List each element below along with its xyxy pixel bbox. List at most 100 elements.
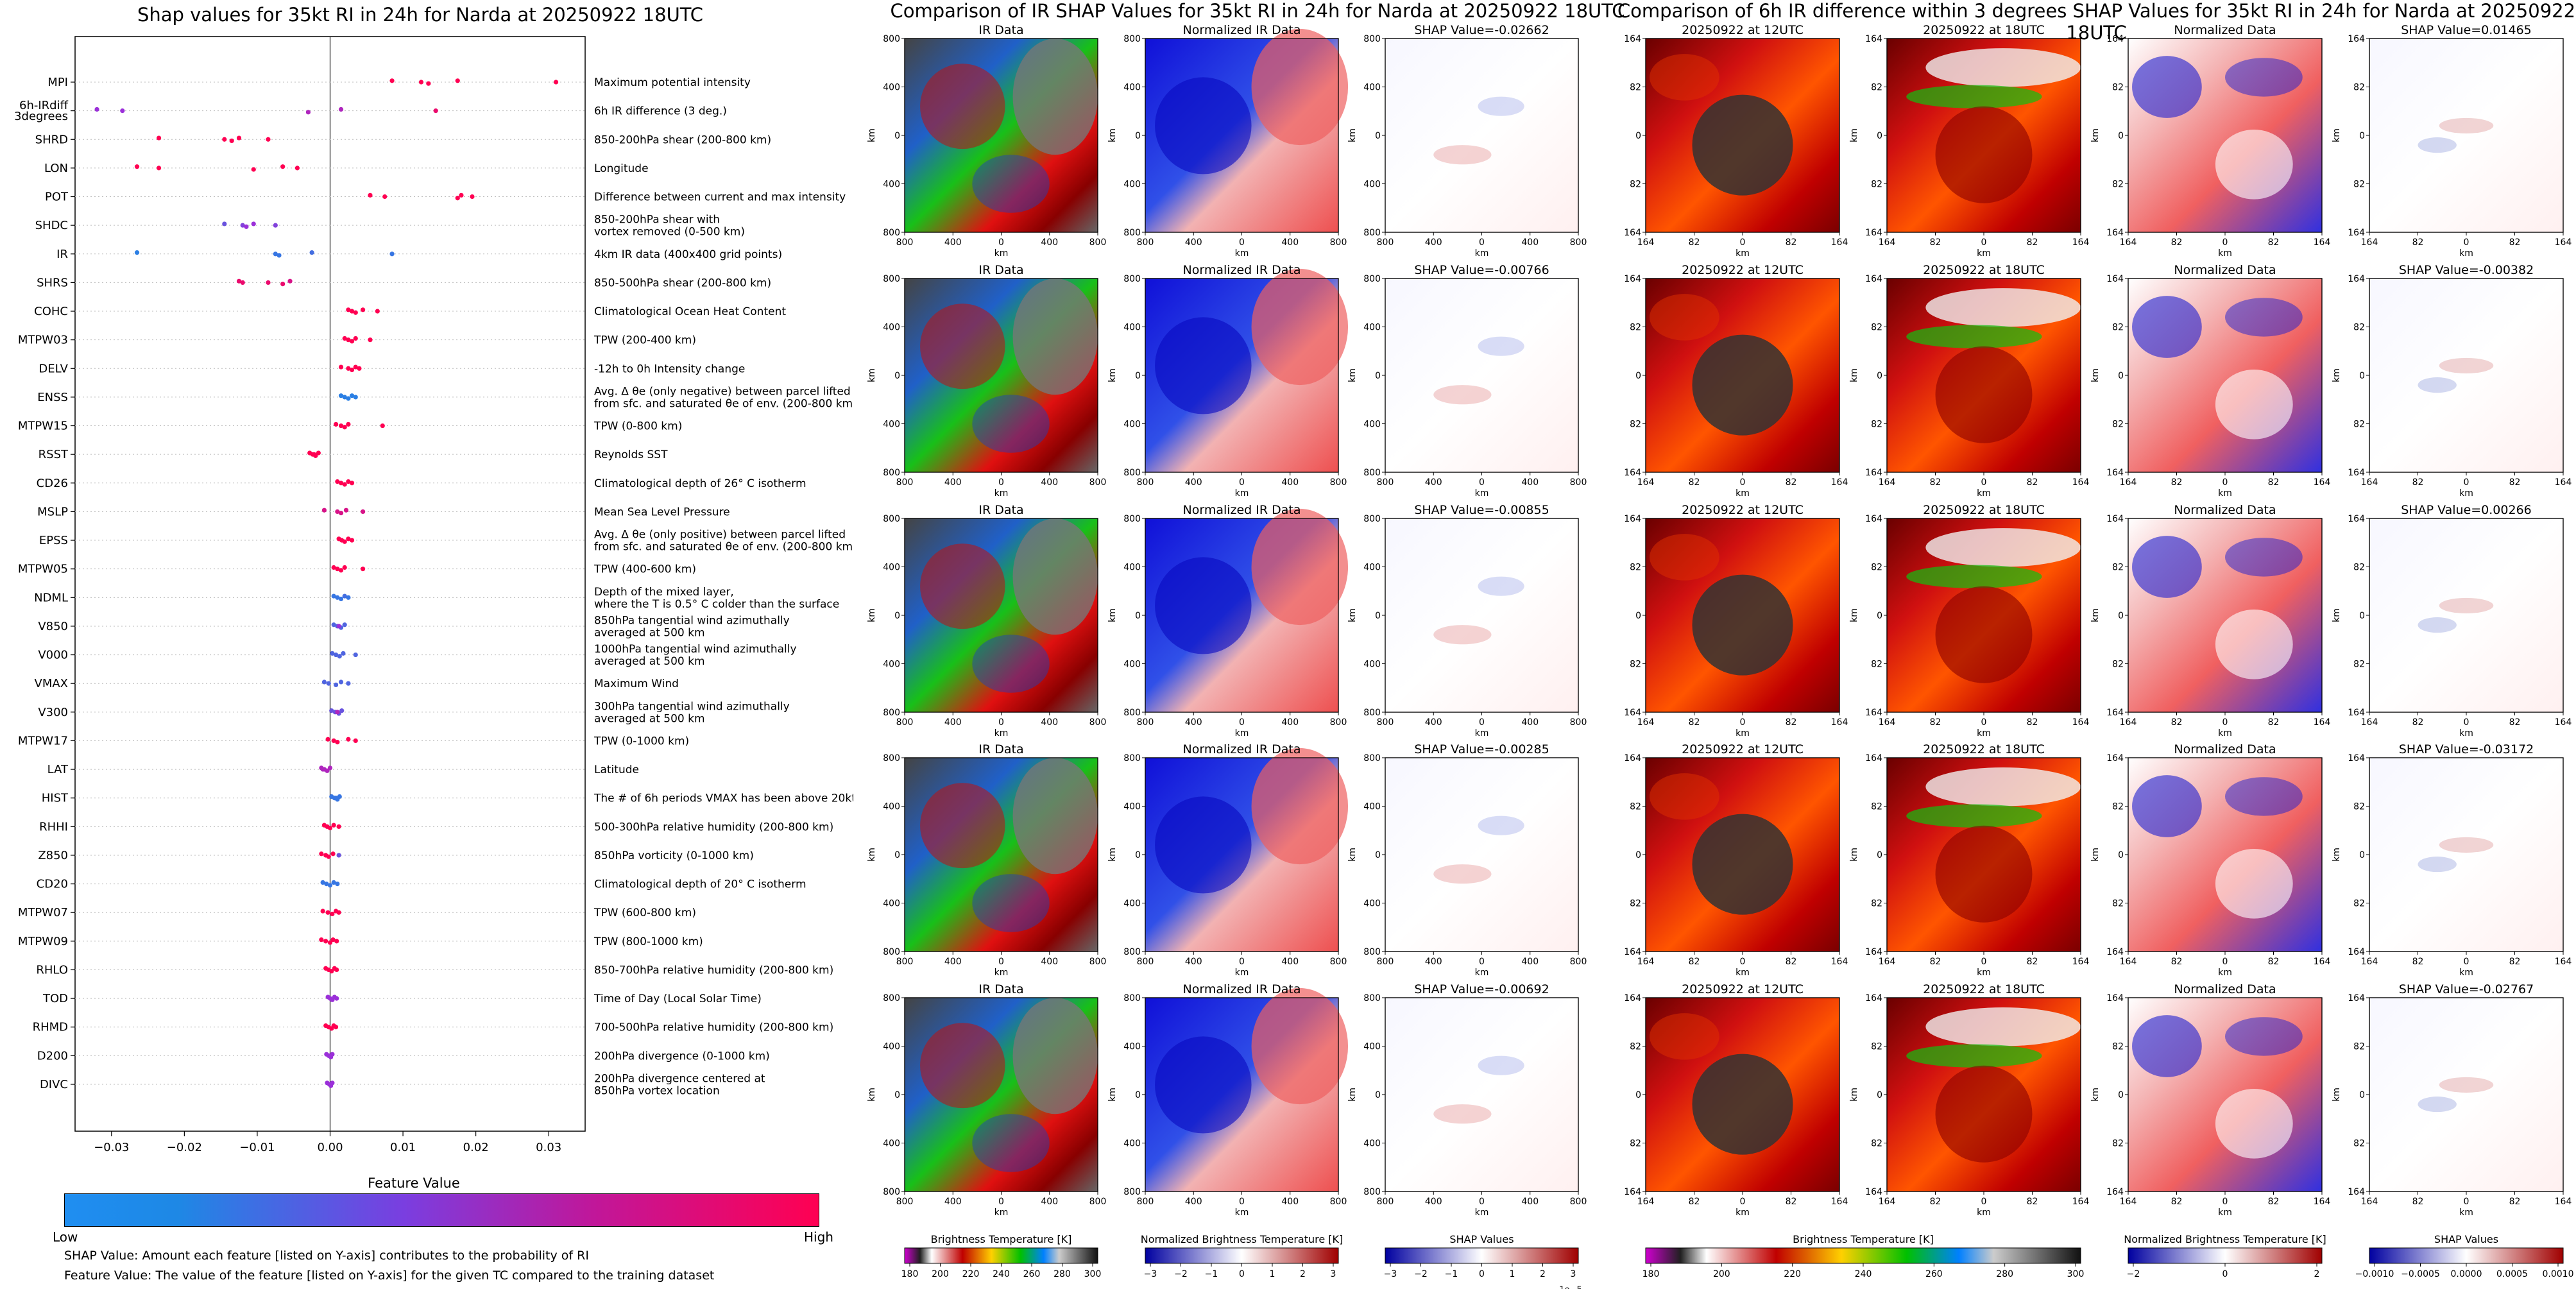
y-axis-label: km <box>2332 128 2342 142</box>
colorbar-tick-label: 280 <box>1996 1269 2013 1279</box>
feature-description-label: 850-700hPa relative humidity (200-800 km… <box>594 964 833 977</box>
x-tick-label: 82 <box>2509 237 2521 248</box>
image-feature <box>2215 609 2293 679</box>
y-tick-label: 800 <box>1363 993 1381 1003</box>
y-axis-label: km <box>2090 608 2101 622</box>
shap-point <box>353 738 358 744</box>
feature-description-label: 300hPa tangential wind azimuthally averag… <box>594 700 790 725</box>
x-tick-label: 0.00 <box>317 1141 343 1154</box>
y-tick-label: 0 <box>1135 850 1141 860</box>
y-tick-label: 800 <box>1123 34 1141 44</box>
y-tick-label: 800 <box>883 753 900 764</box>
x-tick-label: 164 <box>2072 1197 2090 1207</box>
x-tick-label: 82 <box>1786 957 1797 967</box>
panel-title: SHAP Value=-0.03172 <box>2399 742 2534 756</box>
x-tick-label: 800 <box>896 1197 914 1207</box>
x-tick-label: 800 <box>1137 717 1154 728</box>
y-tick-label: 0 <box>1877 371 1882 381</box>
y-tick-label: 800 <box>1363 1187 1381 1197</box>
feature-value-note: Feature Value: The value of the feature … <box>64 1268 715 1283</box>
diff-comparison-grid: 20250922 at 12UTC 164 82 0 82 164 164 82 0 82 164 k… <box>1617 23 2574 1279</box>
y-tick-label: 0 <box>2118 850 2124 860</box>
feature-description-label: 4km IR data (400x400 grid points) <box>594 248 782 261</box>
y-tick-label: 164 <box>1865 468 1882 478</box>
y-tick-label: 82 <box>1871 83 1882 93</box>
y-tick-label: 82 <box>1871 802 1882 812</box>
y-axis-label: km <box>1849 1088 1859 1102</box>
feature-description-label: Climatological depth of 20° C isotherm <box>594 878 806 891</box>
y-tick-label: 164 <box>1624 274 1641 284</box>
y-tick-label: 164 <box>2348 514 2365 524</box>
x-tick-label: 0 <box>998 477 1004 488</box>
x-tick-label: 0 <box>2464 717 2469 728</box>
feature-name-label: DIVC <box>40 1078 68 1091</box>
colorbar-tick-label: 280 <box>1053 1269 1071 1279</box>
feature-description-label: 850-200hPa shear (200-800 km) <box>594 133 771 146</box>
colorbar-exponent: 1e−5 <box>1559 1285 1582 1289</box>
image-feature <box>2132 536 2202 598</box>
y-tick-label: 800 <box>883 468 900 478</box>
y-tick-label: 0 <box>894 611 900 621</box>
shap-point <box>337 654 342 659</box>
colorbar-tick-label: 260 <box>1925 1269 1943 1279</box>
x-axis-label: km <box>1977 248 1991 259</box>
x-tick-label: 400 <box>1425 477 1442 488</box>
x-tick-label: 0 <box>998 717 1004 728</box>
y-tick-label: 164 <box>2348 274 2365 284</box>
image-feature <box>1935 346 2033 443</box>
image-feature <box>1906 85 2042 108</box>
x-tick-label: 800 <box>1570 957 1587 967</box>
y-tick-label: 800 <box>1363 228 1381 238</box>
y-tick-label: 82 <box>1630 802 1641 812</box>
y-tick-label: 82 <box>2112 660 2124 670</box>
y-axis-label: km <box>1849 368 1859 382</box>
shap-point <box>346 396 351 401</box>
shap-point <box>361 509 366 515</box>
x-tick-label: 800 <box>896 237 914 248</box>
image-feature <box>1906 565 2042 588</box>
x-tick-label: 164 <box>1879 1197 1896 1207</box>
colorbar-tick-label: 0.0005 <box>2496 1269 2528 1279</box>
colorbar-tick-label: −1 <box>1445 1269 1458 1279</box>
x-tick-label: 82 <box>2171 957 2183 967</box>
shap-point <box>341 651 346 656</box>
y-tick-label: 82 <box>1871 420 1882 430</box>
image-feature <box>972 1114 1050 1172</box>
x-tick-label: 400 <box>1425 237 1442 248</box>
shap-point <box>349 367 355 373</box>
y-tick-label: 800 <box>883 274 900 284</box>
shap-point <box>333 422 339 427</box>
feature-name-label: Z850 <box>38 849 68 862</box>
y-tick-label: 400 <box>883 660 900 670</box>
image-feature <box>1906 804 2042 828</box>
image-feature <box>1692 94 1793 196</box>
feature-description-label: TPW (0-800 km) <box>593 420 682 433</box>
y-tick-label: 82 <box>2112 899 2124 909</box>
feature-name-label: RHHI <box>39 820 68 833</box>
y-tick-label: 0 <box>1135 611 1141 621</box>
colorbar-low-label: Low <box>53 1229 78 1245</box>
ir-shap-map <box>1385 757 1579 952</box>
x-tick-label: 82 <box>1689 237 1700 248</box>
shap-point <box>222 221 227 226</box>
x-tick-label: 0 <box>1981 477 1987 488</box>
y-tick-label: 82 <box>2353 899 2365 909</box>
shap-point <box>335 595 340 600</box>
y-tick-label: 0 <box>2118 371 2124 381</box>
shap-point <box>157 135 162 141</box>
feature-name-label: SHRS <box>37 276 68 289</box>
x-tick-label: 164 <box>2120 237 2137 248</box>
x-tick-label: 164 <box>2120 477 2137 488</box>
x-tick-label: 164 <box>2120 1197 2137 1207</box>
x-tick-label: 82 <box>2171 717 2183 728</box>
x-tick-label: 164 <box>2555 237 2572 248</box>
image-feature <box>1155 796 1252 894</box>
panel-title: 20250922 at 12UTC <box>1682 23 1804 37</box>
panel-title: 20250922 at 12UTC <box>1682 263 1804 277</box>
y-tick-label: 82 <box>1630 660 1641 670</box>
feature-name-label: 6h-IRdiff 3degrees <box>14 99 69 123</box>
colorbar-tick-label: 220 <box>1784 1269 1801 1279</box>
shap-point <box>338 107 344 112</box>
panel-title: IR Data <box>978 742 1023 756</box>
shap-point <box>325 768 330 773</box>
